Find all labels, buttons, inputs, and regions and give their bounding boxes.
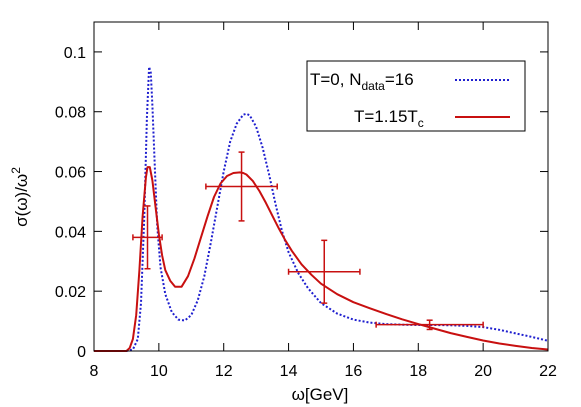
series-layer [94, 65, 549, 352]
legend-label-series-0: T=0, Ndata=16 [310, 70, 414, 93]
x-tick-label: 8 [90, 363, 99, 380]
x-tick-label: 10 [150, 363, 168, 380]
y-tick-label: 0.02 [55, 284, 86, 301]
series-line-0 [94, 65, 549, 352]
y-tick-label: 0.1 [64, 45, 86, 62]
errorbar-layer [132, 151, 484, 331]
x-axis-label: ω[GeV] [292, 385, 349, 404]
error-bar-point [205, 151, 278, 222]
x-tick-label: 20 [474, 363, 492, 380]
x-tick-label: 16 [345, 363, 363, 380]
y-tick-label: 0.06 [55, 165, 86, 182]
x-tick-label: 12 [215, 363, 233, 380]
legend-box [306, 60, 526, 132]
series-line-1 [94, 166, 549, 352]
error-bar-point [375, 319, 484, 331]
y-axis-label: σ(ω)/ω2 [9, 167, 31, 227]
legend-label-series-1: T=1.15Tc [354, 107, 424, 130]
legend: T=0, Ndata=16 T=1.15Tc [306, 60, 526, 132]
y-tick-label: 0 [77, 344, 86, 361]
y-tick-label: 0.04 [55, 224, 86, 241]
x-tick-label: 22 [539, 363, 557, 380]
x-tick-label: 14 [280, 363, 298, 380]
tick-layer: 8 10 12 14 16 18 20 22 0 0.02 0.04 0.06 0.08 0.1 [55, 22, 557, 380]
x-tick-label: 18 [409, 363, 427, 380]
error-bar-point [132, 205, 163, 270]
y-tick-label: 0.08 [55, 105, 86, 122]
error-bar-point [287, 239, 361, 304]
plot-frame [93, 21, 549, 352]
